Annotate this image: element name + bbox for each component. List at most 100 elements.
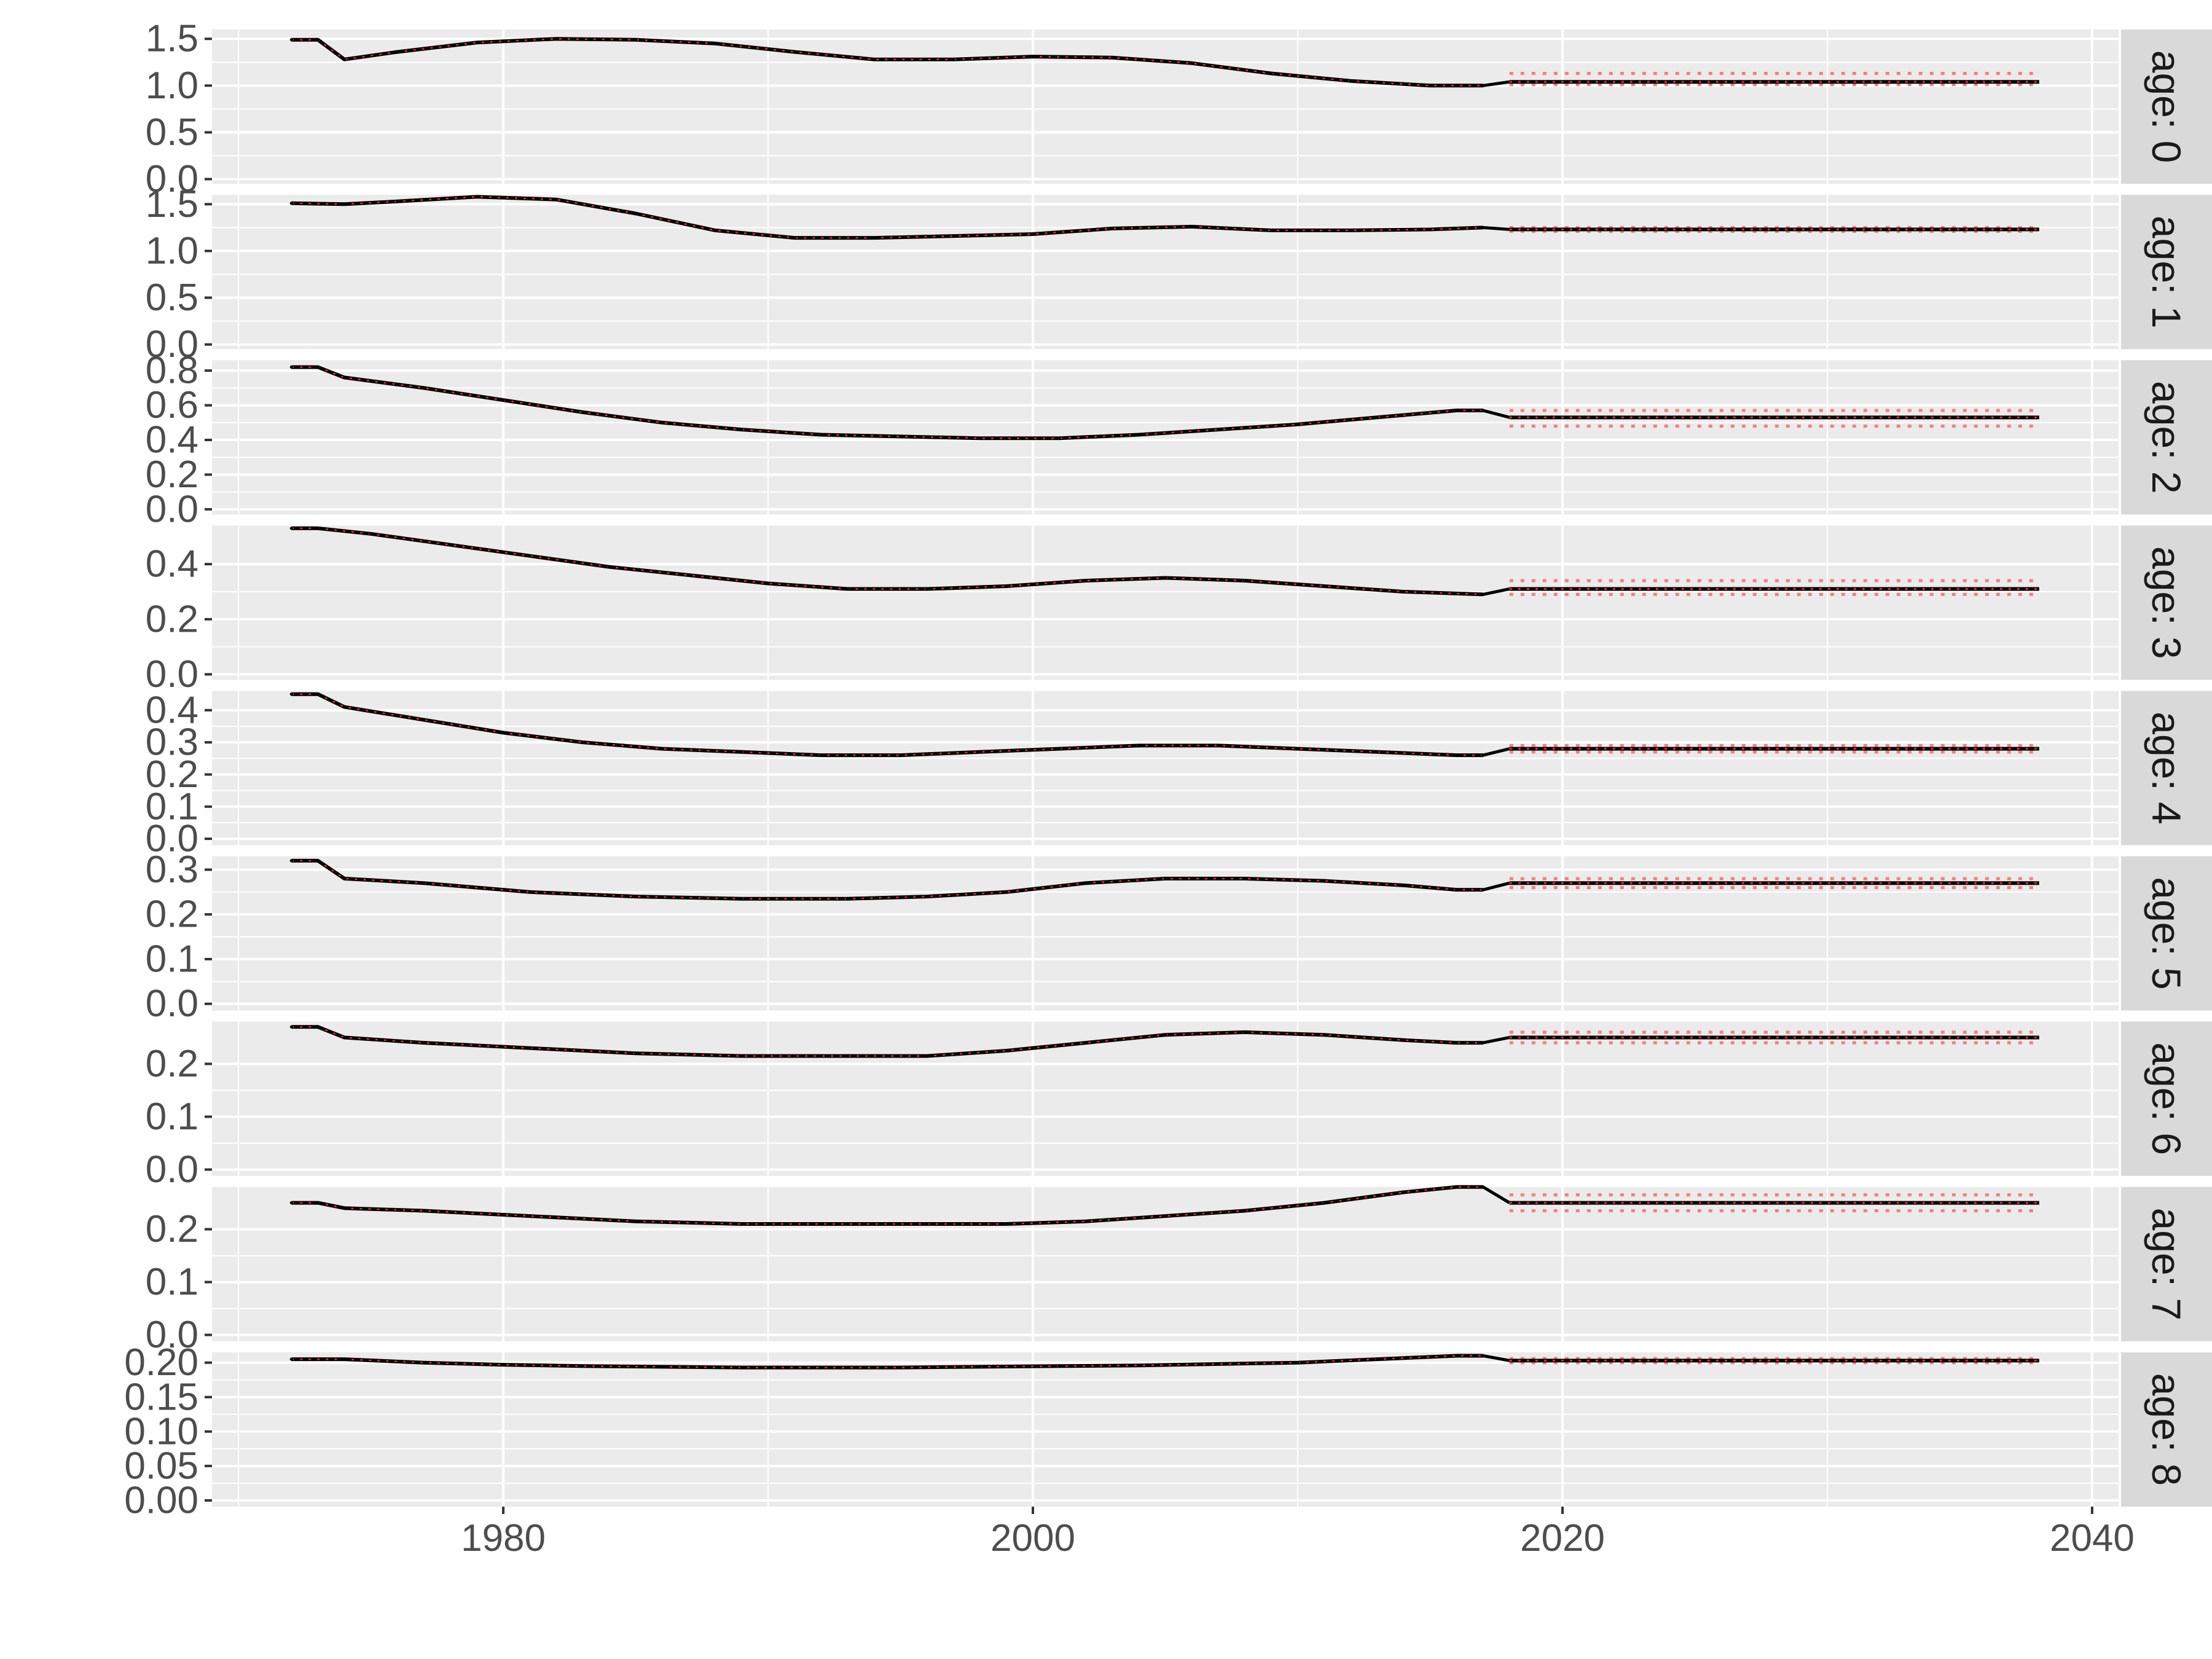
data-point bbox=[342, 1357, 346, 1361]
data-point bbox=[289, 859, 293, 863]
data-point bbox=[1190, 61, 1194, 65]
series-overlay-line bbox=[291, 1355, 1483, 1368]
data-point bbox=[1375, 750, 1379, 754]
facet-strip bbox=[2121, 1186, 2212, 1341]
data-point bbox=[475, 195, 479, 198]
data-point bbox=[581, 410, 584, 414]
data-point bbox=[1481, 1354, 1485, 1357]
data-point bbox=[1164, 1214, 1167, 1218]
panel-background bbox=[212, 29, 2119, 184]
data-point bbox=[342, 877, 346, 880]
data-point bbox=[1481, 84, 1485, 87]
data-point bbox=[713, 229, 717, 232]
data-point bbox=[554, 198, 558, 202]
data-point bbox=[396, 200, 399, 203]
y-tick-label: 1.0 bbox=[146, 65, 198, 107]
y-tick-label: 0.5 bbox=[146, 111, 198, 154]
panel-background bbox=[212, 525, 2119, 680]
facet-panel: 0.00.20.40.60.8 age: 2 bbox=[146, 350, 2212, 530]
facet-strip bbox=[2121, 1021, 2212, 1176]
y-tick-label: 0.0 bbox=[146, 1314, 198, 1356]
data-point bbox=[1005, 890, 1008, 894]
data-point bbox=[1269, 72, 1273, 76]
facet-panel: 0.00.10.20.3 age: 5 bbox=[146, 849, 2212, 1025]
facet-strip bbox=[2121, 1352, 2212, 1507]
facet-strip bbox=[2121, 29, 2212, 184]
data-point bbox=[528, 1214, 531, 1218]
facet-panel: 0.00.10.20.30.4 age: 4 bbox=[146, 689, 2212, 860]
y-tick-label: 0.3 bbox=[146, 849, 198, 891]
y-tick-label: 0.15 bbox=[124, 1376, 198, 1418]
data-point bbox=[1481, 409, 1485, 412]
y-tick-label: 0.2 bbox=[146, 453, 198, 496]
data-point bbox=[740, 897, 743, 901]
y-tick-label: 0.0 bbox=[146, 158, 198, 200]
data-point bbox=[1137, 1363, 1140, 1367]
data-point bbox=[1243, 1030, 1247, 1034]
data-point bbox=[1375, 1357, 1379, 1361]
y-tick-label: 1.5 bbox=[146, 183, 198, 226]
data-point bbox=[1164, 877, 1167, 880]
data-point bbox=[1057, 747, 1061, 751]
data-point bbox=[661, 421, 664, 425]
data-point bbox=[1455, 888, 1459, 892]
data-point bbox=[1137, 433, 1140, 437]
facet-strip bbox=[2121, 525, 2212, 680]
series-overlay-line bbox=[291, 693, 1483, 756]
data-point bbox=[952, 234, 955, 238]
data-point bbox=[1349, 229, 1352, 232]
y-tick-label: 1.0 bbox=[146, 230, 198, 272]
data-point bbox=[978, 750, 982, 754]
data-point bbox=[1455, 753, 1459, 757]
facet-panel: 0.000.050.100.150.20 age: 8 bbox=[124, 1341, 2212, 1521]
data-point bbox=[289, 1201, 293, 1205]
y-tick-label: 0.1 bbox=[146, 1261, 198, 1303]
data-point bbox=[342, 58, 346, 61]
data-point bbox=[845, 587, 849, 590]
data-point bbox=[316, 1201, 320, 1205]
data-point bbox=[899, 1366, 903, 1370]
data-point bbox=[1005, 1049, 1008, 1053]
data-point bbox=[766, 582, 770, 585]
projection-connector bbox=[1482, 1185, 1511, 1204]
panel-background bbox=[212, 691, 2119, 845]
data-point bbox=[422, 1209, 426, 1212]
data-point bbox=[1031, 55, 1035, 58]
data-point bbox=[1164, 576, 1167, 580]
x-tick-label: 2040 bbox=[2050, 1517, 2135, 1559]
data-point bbox=[342, 375, 346, 379]
facet-strip-label: age: 6 bbox=[2144, 1042, 2189, 1155]
data-point bbox=[978, 436, 982, 440]
y-tick-label: 0.05 bbox=[124, 1445, 198, 1487]
data-point bbox=[501, 731, 505, 734]
y-tick-label: 0.0 bbox=[146, 982, 198, 1025]
data-point bbox=[634, 212, 638, 216]
facet-panel: 0.0 0.1 0.2 age: 6 bbox=[146, 1021, 2212, 1191]
data-point bbox=[1084, 1220, 1088, 1223]
y-tick-label: 0.0 bbox=[146, 818, 198, 860]
y-tick-label: 0.0 bbox=[146, 488, 198, 530]
data-point bbox=[1217, 743, 1220, 747]
facet-strip-label: age: 5 bbox=[2144, 877, 2189, 990]
data-point bbox=[422, 386, 426, 390]
data-point bbox=[740, 428, 743, 431]
panel-background bbox=[212, 1352, 2119, 1507]
data-point bbox=[740, 750, 743, 754]
y-tick-label: 0.5 bbox=[146, 276, 198, 319]
facet-panel: 0.00.51.0 1.5 age: 0 bbox=[146, 18, 2212, 200]
series-overlay-line bbox=[291, 37, 1483, 87]
facet-strip bbox=[2121, 360, 2212, 515]
data-point bbox=[289, 692, 293, 696]
data-point bbox=[872, 58, 876, 61]
data-point bbox=[740, 1222, 743, 1226]
data-point bbox=[1428, 84, 1432, 87]
panel-background bbox=[212, 360, 2119, 515]
data-point bbox=[978, 1365, 982, 1368]
facet-strip-label: age: 2 bbox=[2144, 381, 2189, 494]
data-point bbox=[342, 1206, 346, 1210]
projection-connector bbox=[1483, 587, 1510, 596]
facet-strip bbox=[2121, 856, 2212, 1011]
data-point bbox=[1349, 79, 1352, 83]
data-point bbox=[634, 38, 638, 42]
data-point bbox=[1084, 1041, 1088, 1045]
